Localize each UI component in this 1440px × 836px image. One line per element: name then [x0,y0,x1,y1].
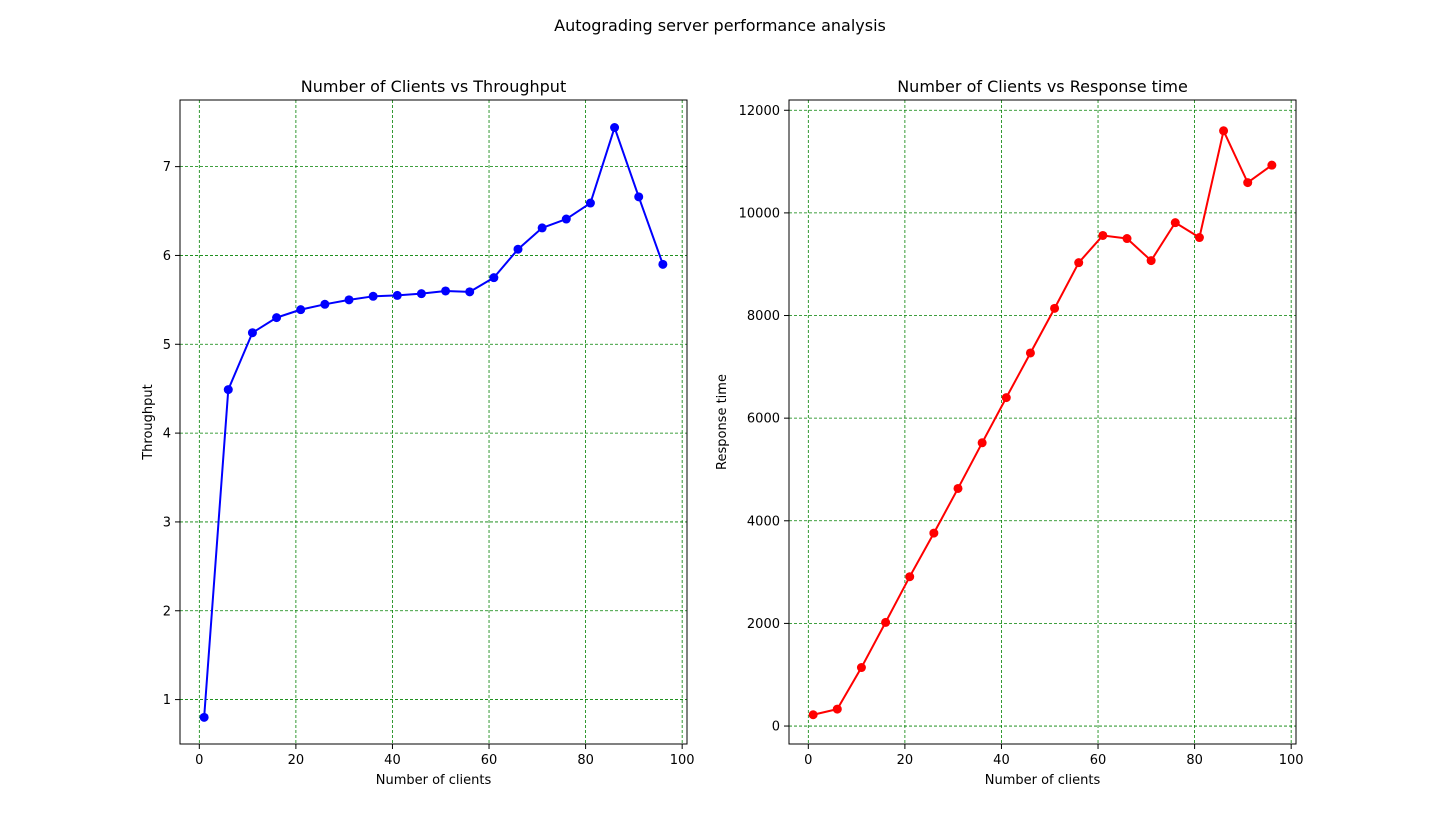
throughput-chart: 0 20 40 60 80 100 1 2 3 4 5 6 7 Number of Clients vs … [141,77,695,788]
response-time-data-point [1074,258,1084,268]
response-time-y-tick-label: 10000 [739,206,780,221]
response-time-axes-frame [788,99,1297,745]
throughput-x-tick-label: 80 [577,753,594,768]
throughput-y-tick-label: 5 [163,338,171,353]
response-time-x-tick-label: 20 [897,753,914,768]
throughput-data-point [368,291,378,301]
throughput-data-point [561,214,571,224]
throughput-x-tick-label: 100 [670,753,695,768]
response-time-data-point [1146,256,1156,266]
throughput-y-tick-label: 3 [163,515,171,530]
response-time-y-tick-label: 8000 [747,309,780,324]
response-time-x-tick-label: 100 [1279,753,1304,768]
throughput-data-point [416,289,426,299]
throughput-y-tick-label: 6 [163,249,171,264]
response-time-series-line [812,129,1273,716]
response-time-x-axis-label: Number of clients [985,773,1101,788]
response-time-data-point [905,572,915,582]
throughput-data-point [223,385,233,395]
throughput-y-tick-label: 4 [163,427,171,442]
response-time-data-point [832,704,842,714]
throughput-x-tick-label: 60 [481,753,498,768]
response-time-data-point [1219,126,1229,136]
response-time-chart: 0 20 40 60 80 100 0 2000 4000 6000 8000 10000 12000 N… [715,77,1304,788]
response-time-data-point [1243,178,1253,188]
response-time-x-tick-label: 80 [1186,753,1203,768]
throughput-y-tick-label: 2 [163,604,171,619]
response-time-data-point [1098,230,1108,240]
throughput-chart-title: Number of Clients vs Throughput [301,77,566,96]
response-time-x-tick-label: 40 [993,753,1010,768]
response-time-data-point [1025,348,1035,358]
throughput-y-axis-label: Throughput [141,384,156,461]
throughput-data-point [320,299,330,309]
response-time-x-tick-label: 0 [804,753,812,768]
throughput-y-tick-label: 7 [163,160,171,175]
throughput-data-point [585,198,595,208]
response-time-x-tick-label: 60 [1090,753,1107,768]
throughput-data-point [199,712,209,722]
response-time-data-point [1170,218,1180,228]
response-time-data-point [1050,303,1060,313]
throughput-x-tick-label: 0 [195,753,203,768]
throughput-data-point [634,192,644,202]
throughput-data-point [392,290,402,300]
response-time-y-tick-label: 6000 [747,412,780,427]
throughput-x-axis-label: Number of clients [376,773,492,788]
throughput-data-point [247,328,257,338]
throughput-axes-frame [179,99,688,745]
response-time-data-point [808,710,818,720]
response-time-y-tick-label: 12000 [739,104,780,119]
throughput-data-point [610,123,620,133]
response-time-chart-title: Number of Clients vs Response time [897,77,1188,96]
response-time-data-point [1194,233,1204,243]
throughput-data-point [489,273,499,283]
response-time-data-point [953,483,963,493]
response-time-y-tick-label: 0 [772,720,780,735]
response-time-data-point [856,663,866,673]
throughput-data-point [441,286,451,296]
response-time-y-tick-label: 2000 [747,617,780,632]
throughput-x-tick-label: 20 [288,753,305,768]
throughput-data-point [296,305,306,315]
throughput-data-point [465,287,475,297]
response-time-data-point [881,617,891,627]
throughput-data-point [537,223,547,233]
throughput-data-point [272,313,282,323]
throughput-x-tick-label: 40 [384,753,401,768]
response-time-y-axis-label: Response time [715,374,730,470]
figure-suptitle: Autograding server performance analysis [554,16,886,35]
throughput-data-point [344,295,354,305]
throughput-y-tick-label: 1 [163,693,171,708]
throughput-data-point [658,259,668,269]
response-time-y-tick-label: 4000 [747,514,780,529]
response-time-data-point [977,438,987,448]
response-time-data-point [1001,393,1011,403]
response-time-data-point [1267,160,1277,170]
response-time-data-point [1122,234,1132,244]
response-time-data-point [929,528,939,538]
throughput-data-point [513,244,523,254]
